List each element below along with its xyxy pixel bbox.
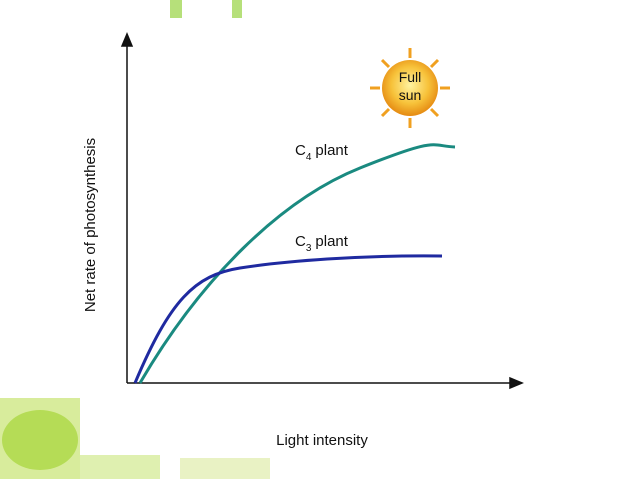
c4-curve [138,143,456,384]
sun-label: Full [399,69,422,85]
decor [232,0,242,18]
c3-label: C3 plant [295,233,349,254]
decor [180,458,270,479]
y-axis-arrow [120,32,134,47]
decor [170,0,182,18]
sun: Full sun [370,48,450,128]
y-axis-label: Net rate of photosynthesis [82,138,99,312]
sun-label: sun [399,87,422,103]
decor [2,410,78,470]
x-axis-label: Light intensity [276,432,368,449]
c3-curve [133,254,443,384]
c4-label: C4 plant [295,142,349,163]
x-axis-arrow [509,376,524,390]
decor [80,455,160,479]
